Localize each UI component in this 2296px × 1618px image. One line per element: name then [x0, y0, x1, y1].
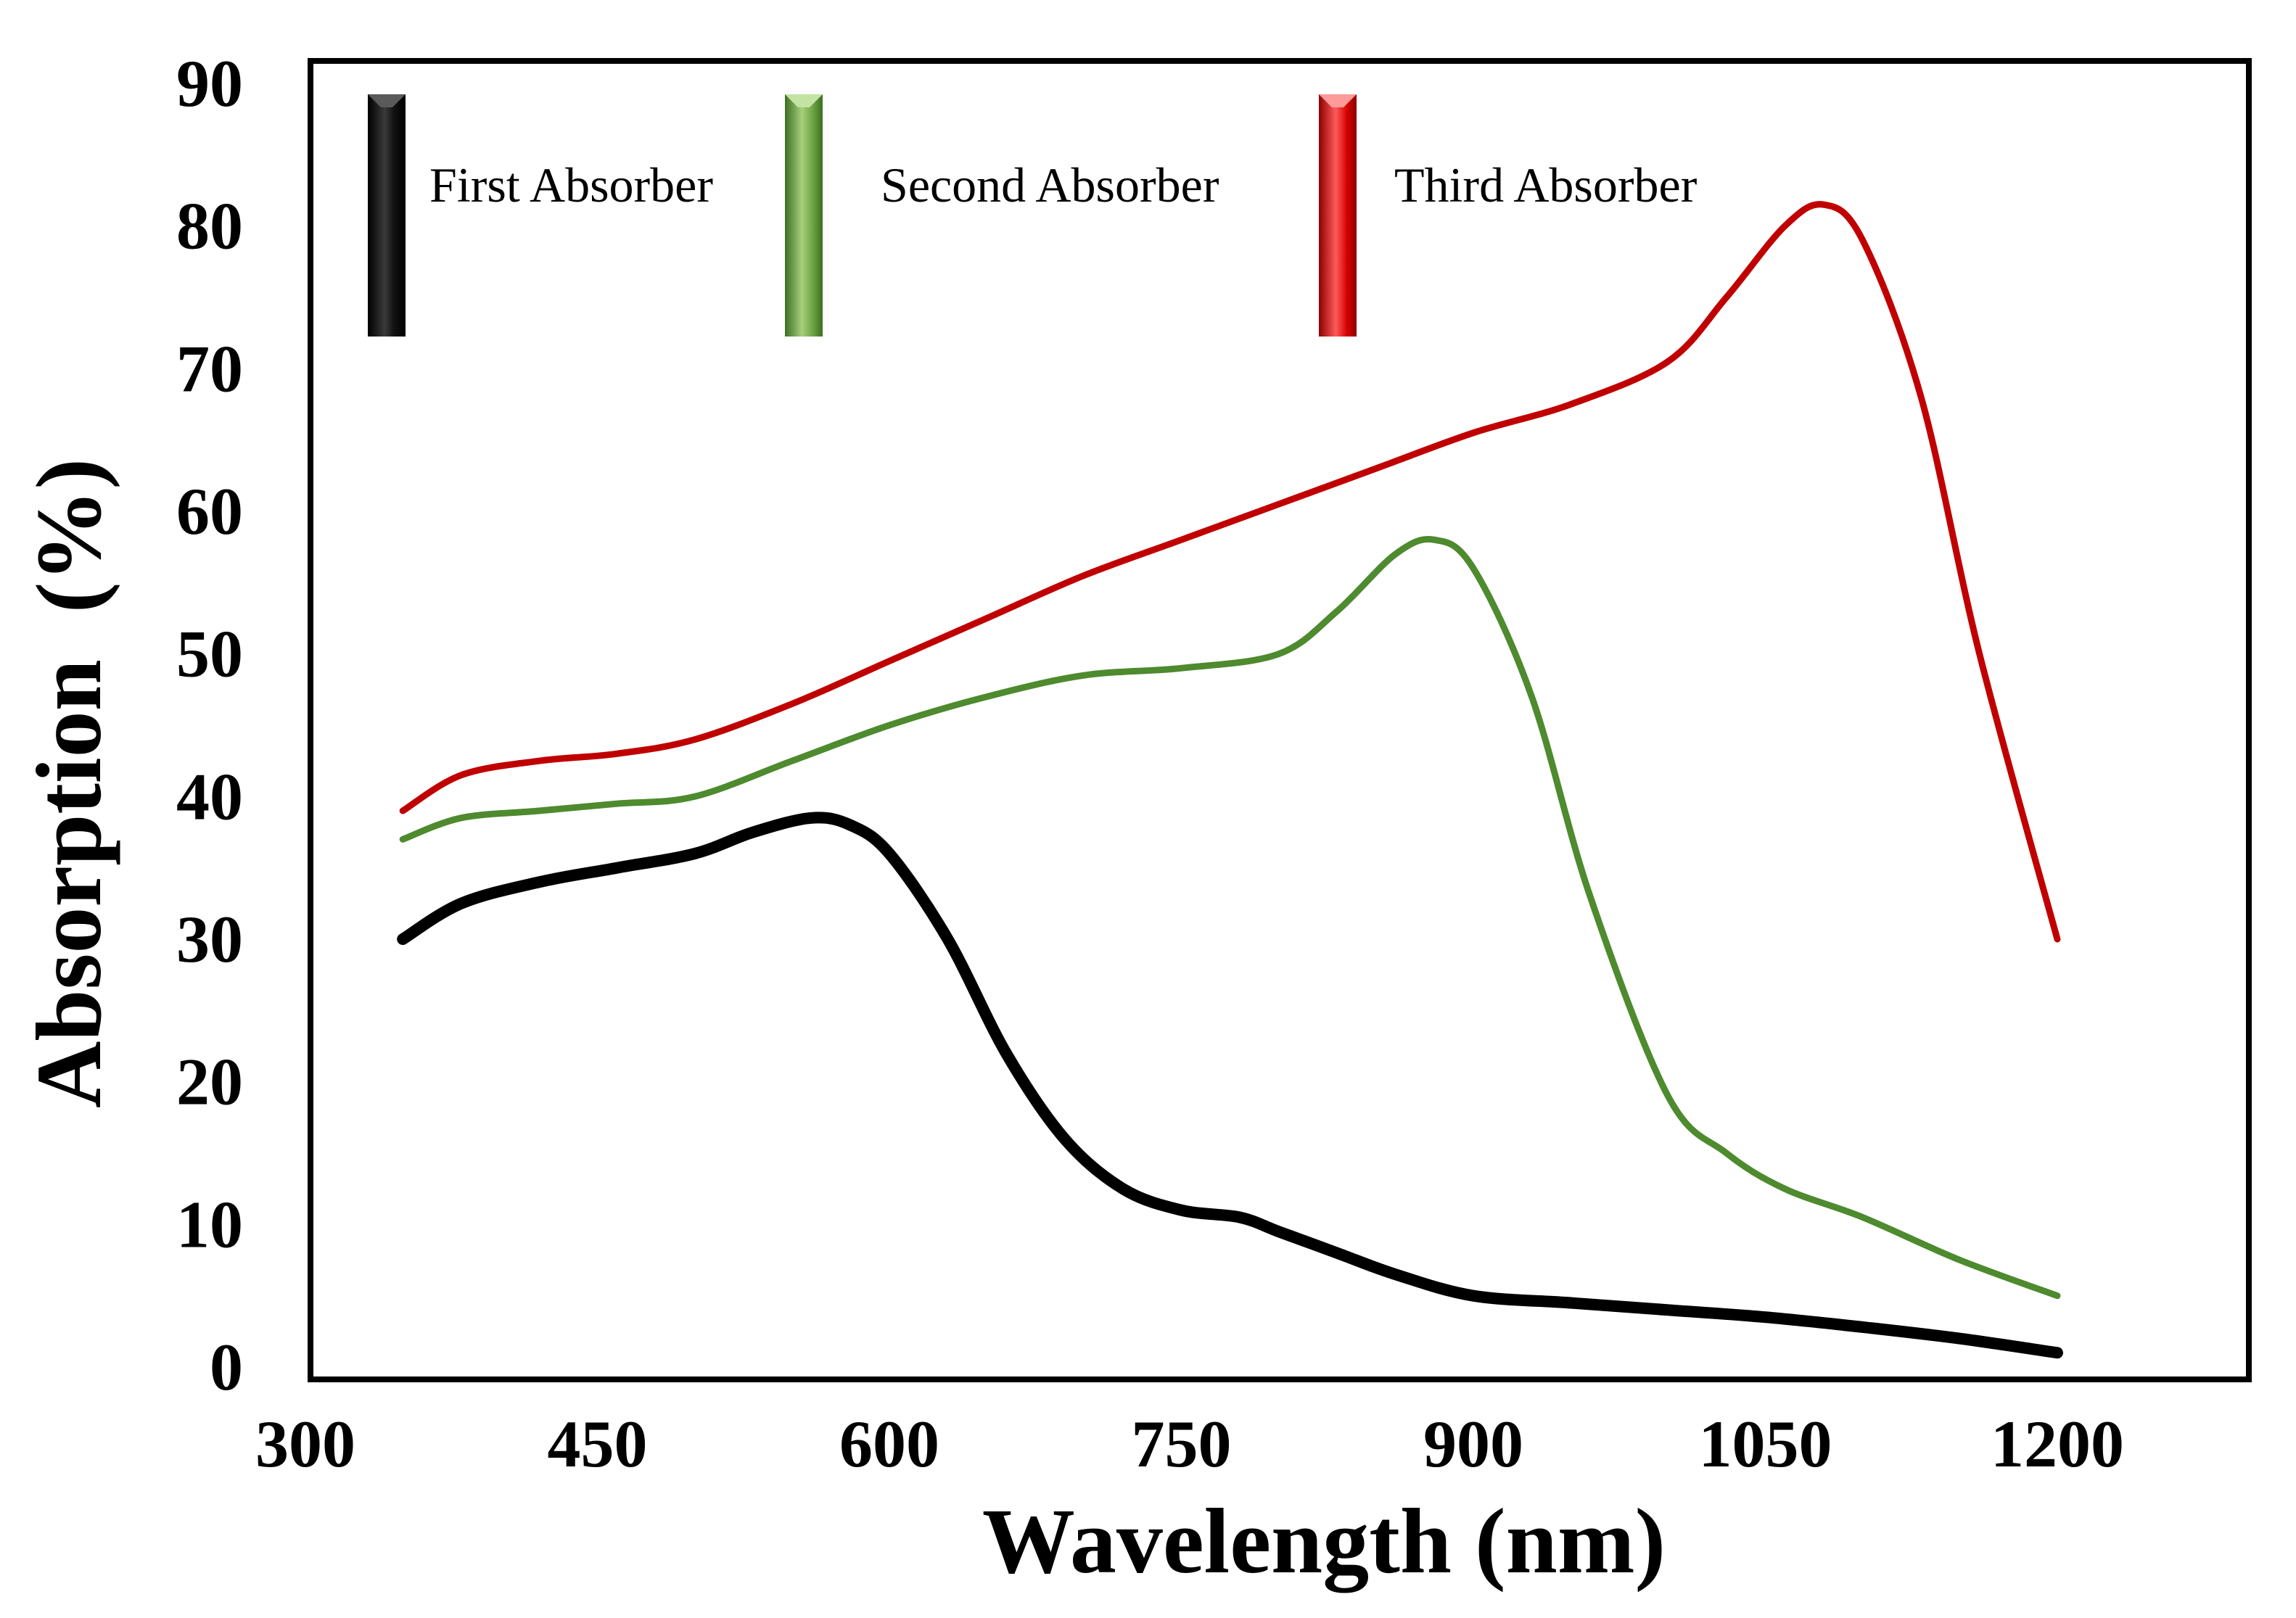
y-tick-label: 60 [176, 474, 243, 548]
x-tick-label: 600 [839, 1407, 939, 1481]
legend-swatch-bevel [368, 94, 406, 107]
series-line-third-absorber [399, 201, 2061, 943]
legend-swatch-first [368, 94, 406, 337]
series-layer [397, 201, 2063, 1359]
x-tick-label: 300 [255, 1407, 355, 1481]
series-line-second-absorber [399, 536, 2061, 1300]
y-tick-label: 80 [176, 189, 243, 263]
legend-item-third: Third Absorber [1319, 94, 1698, 337]
x-tick-label: 450 [548, 1407, 648, 1481]
legend-label-third: Third Absorber [1394, 157, 1698, 212]
y-tick-label: 50 [176, 617, 243, 691]
series-line-first-absorber [397, 812, 2063, 1359]
x-tick-label: 1050 [1699, 1407, 1832, 1481]
y-tick-label: 90 [176, 46, 243, 120]
y-tick-label: 40 [176, 759, 243, 833]
legend-label-second: Second Absorber [881, 157, 1219, 212]
legend-swatch-second [785, 94, 823, 337]
legend-swatch-third [1319, 94, 1357, 337]
legend-item-first: First Absorber [368, 94, 713, 337]
legend: First Absorber Second Absorber Third Abs… [368, 94, 1698, 337]
y-tick-label: 10 [176, 1187, 243, 1261]
y-axis-title: Absorption (%) [17, 458, 120, 1108]
x-axis-title: Wavelength (nm) [982, 1490, 1666, 1593]
y-tick-label: 30 [176, 902, 243, 976]
x-tick-label: 750 [1132, 1407, 1232, 1481]
plot-frame [308, 58, 2252, 1382]
legend-item-second: Second Absorber [785, 94, 1219, 337]
x-tick-label: 900 [1423, 1407, 1523, 1481]
y-tick-label: 70 [176, 331, 243, 405]
legend-swatch-bevel [1319, 94, 1357, 107]
legend-swatch-bevel [785, 94, 823, 107]
y-tick-label: 0 [210, 1330, 243, 1404]
y-axis-ticks: 0 10 20 30 40 50 60 70 80 90 [176, 46, 243, 1404]
x-tick-label: 1200 [1991, 1407, 2124, 1481]
y-tick-label: 20 [176, 1045, 243, 1119]
x-axis-ticks: 300 450 600 750 900 1050 1200 [255, 1407, 2124, 1481]
legend-label-first: First Absorber [429, 157, 713, 212]
